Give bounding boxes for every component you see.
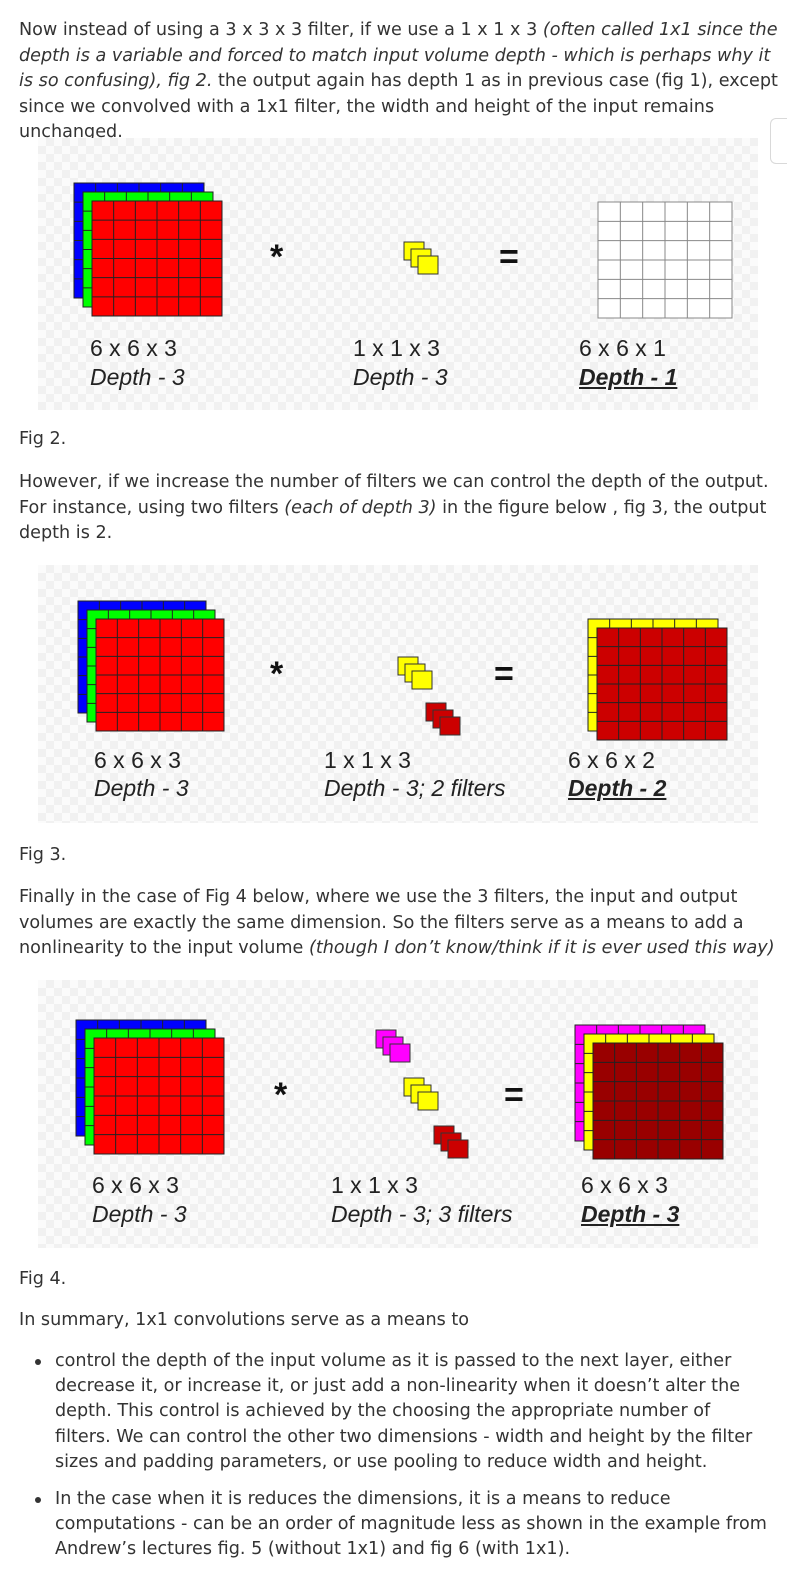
figure-2-drawing <box>73 182 733 319</box>
fig4-filter-2 <box>403 1077 439 1111</box>
fig4-caption: Fig 4. <box>19 1269 67 1289</box>
list-item: In the case when it is reduces the dimen… <box>19 1487 769 1563</box>
fig3-input-volume <box>77 600 225 732</box>
summary-intro: In summary, 1x1 convolutions serve as a … <box>19 1310 470 1330</box>
fig2-input-depth: Depth - 3 <box>90 364 185 390</box>
fig4-output-dims: 6 x 6 x 3 <box>581 1172 668 1198</box>
paragraph-1: Now instead of using a 3 x 3 x 3 filter,… <box>19 20 778 142</box>
filter-cell-yellow <box>411 670 433 690</box>
filter-cell-dark_red <box>447 1139 469 1159</box>
fig2-filter-dims: 1 x 1 x 3 <box>353 335 440 361</box>
paragraph-2: However, if we increase the number of fi… <box>19 472 769 543</box>
equals-operator: = <box>499 238 519 276</box>
convolution-operator: * <box>274 1076 288 1114</box>
fig4-output-depth: Depth - 3 <box>581 1201 680 1227</box>
fig3-output-depth: Depth - 2 <box>568 775 667 801</box>
fig2-filter-depth: Depth - 3 <box>353 364 448 390</box>
fig4-filter-depth: Depth - 3; 3 filters <box>331 1201 513 1227</box>
filter-cell-magenta <box>389 1043 411 1063</box>
convolution-operator: * <box>270 238 284 276</box>
fig4-input-depth: Depth - 3 <box>92 1201 187 1227</box>
figure-4-drawing <box>75 1019 724 1160</box>
fig2-input-dims: 6 x 6 x 3 <box>90 335 177 361</box>
fig3-caption: Fig 3. <box>19 845 67 865</box>
fig4-filter-3 <box>433 1125 469 1159</box>
paragraph-3: Finally in the case of Fig 4 below, wher… <box>19 887 775 958</box>
fig2-input-volume <box>73 182 223 317</box>
filter-cell-yellow <box>417 255 439 275</box>
fig2-output-dims: 6 x 6 x 1 <box>579 335 666 361</box>
equals-operator: = <box>494 655 514 693</box>
fig4-filter-dims: 1 x 1 x 3 <box>331 1172 418 1198</box>
fig4-output-volume <box>574 1024 724 1160</box>
convolution-operator: * <box>270 655 284 693</box>
fig2-filter <box>403 241 439 275</box>
fig2-output-volume <box>597 201 733 319</box>
list-item: control the depth of the input volume as… <box>19 1349 769 1475</box>
fig3-input-depth: Depth - 3 <box>94 775 189 801</box>
equals-operator: = <box>504 1076 524 1114</box>
fig3-filter-2 <box>425 702 461 736</box>
figure-2: * = 6 x 6 x 3 Depth - 3 1 x 1 x 3 Depth … <box>38 138 758 410</box>
filter-cell-yellow <box>417 1091 439 1111</box>
scroll-handle[interactable] <box>770 118 787 164</box>
fig3-output-dims: 6 x 6 x 2 <box>568 747 655 773</box>
fig3-filter-depth: Depth - 3; 2 filters <box>324 775 506 801</box>
fig3-filter-dims: 1 x 1 x 3 <box>324 747 411 773</box>
fig2-caption: Fig 2. <box>19 429 67 449</box>
filter-cell-dark_red <box>439 716 461 736</box>
fig3-filter-1 <box>397 656 433 690</box>
figure-3-drawing <box>77 600 728 741</box>
summary-list: control the depth of the input volume as… <box>19 1349 769 1575</box>
fig3-output-volume <box>587 618 728 741</box>
fig4-input-volume <box>75 1019 225 1155</box>
fig2-output-depth: Depth - 1 <box>579 364 678 390</box>
figure-3: * = 6 x 6 x 3 Depth - 3 1 x 1 x 3 Depth … <box>38 565 758 823</box>
fig4-filter-1 <box>375 1029 411 1063</box>
figure-4: * = 6 x 6 x 3 Depth - 3 1 x 1 x 3 Depth … <box>38 980 758 1248</box>
fig4-input-dims: 6 x 6 x 3 <box>92 1172 179 1198</box>
fig3-input-dims: 6 x 6 x 3 <box>94 747 181 773</box>
